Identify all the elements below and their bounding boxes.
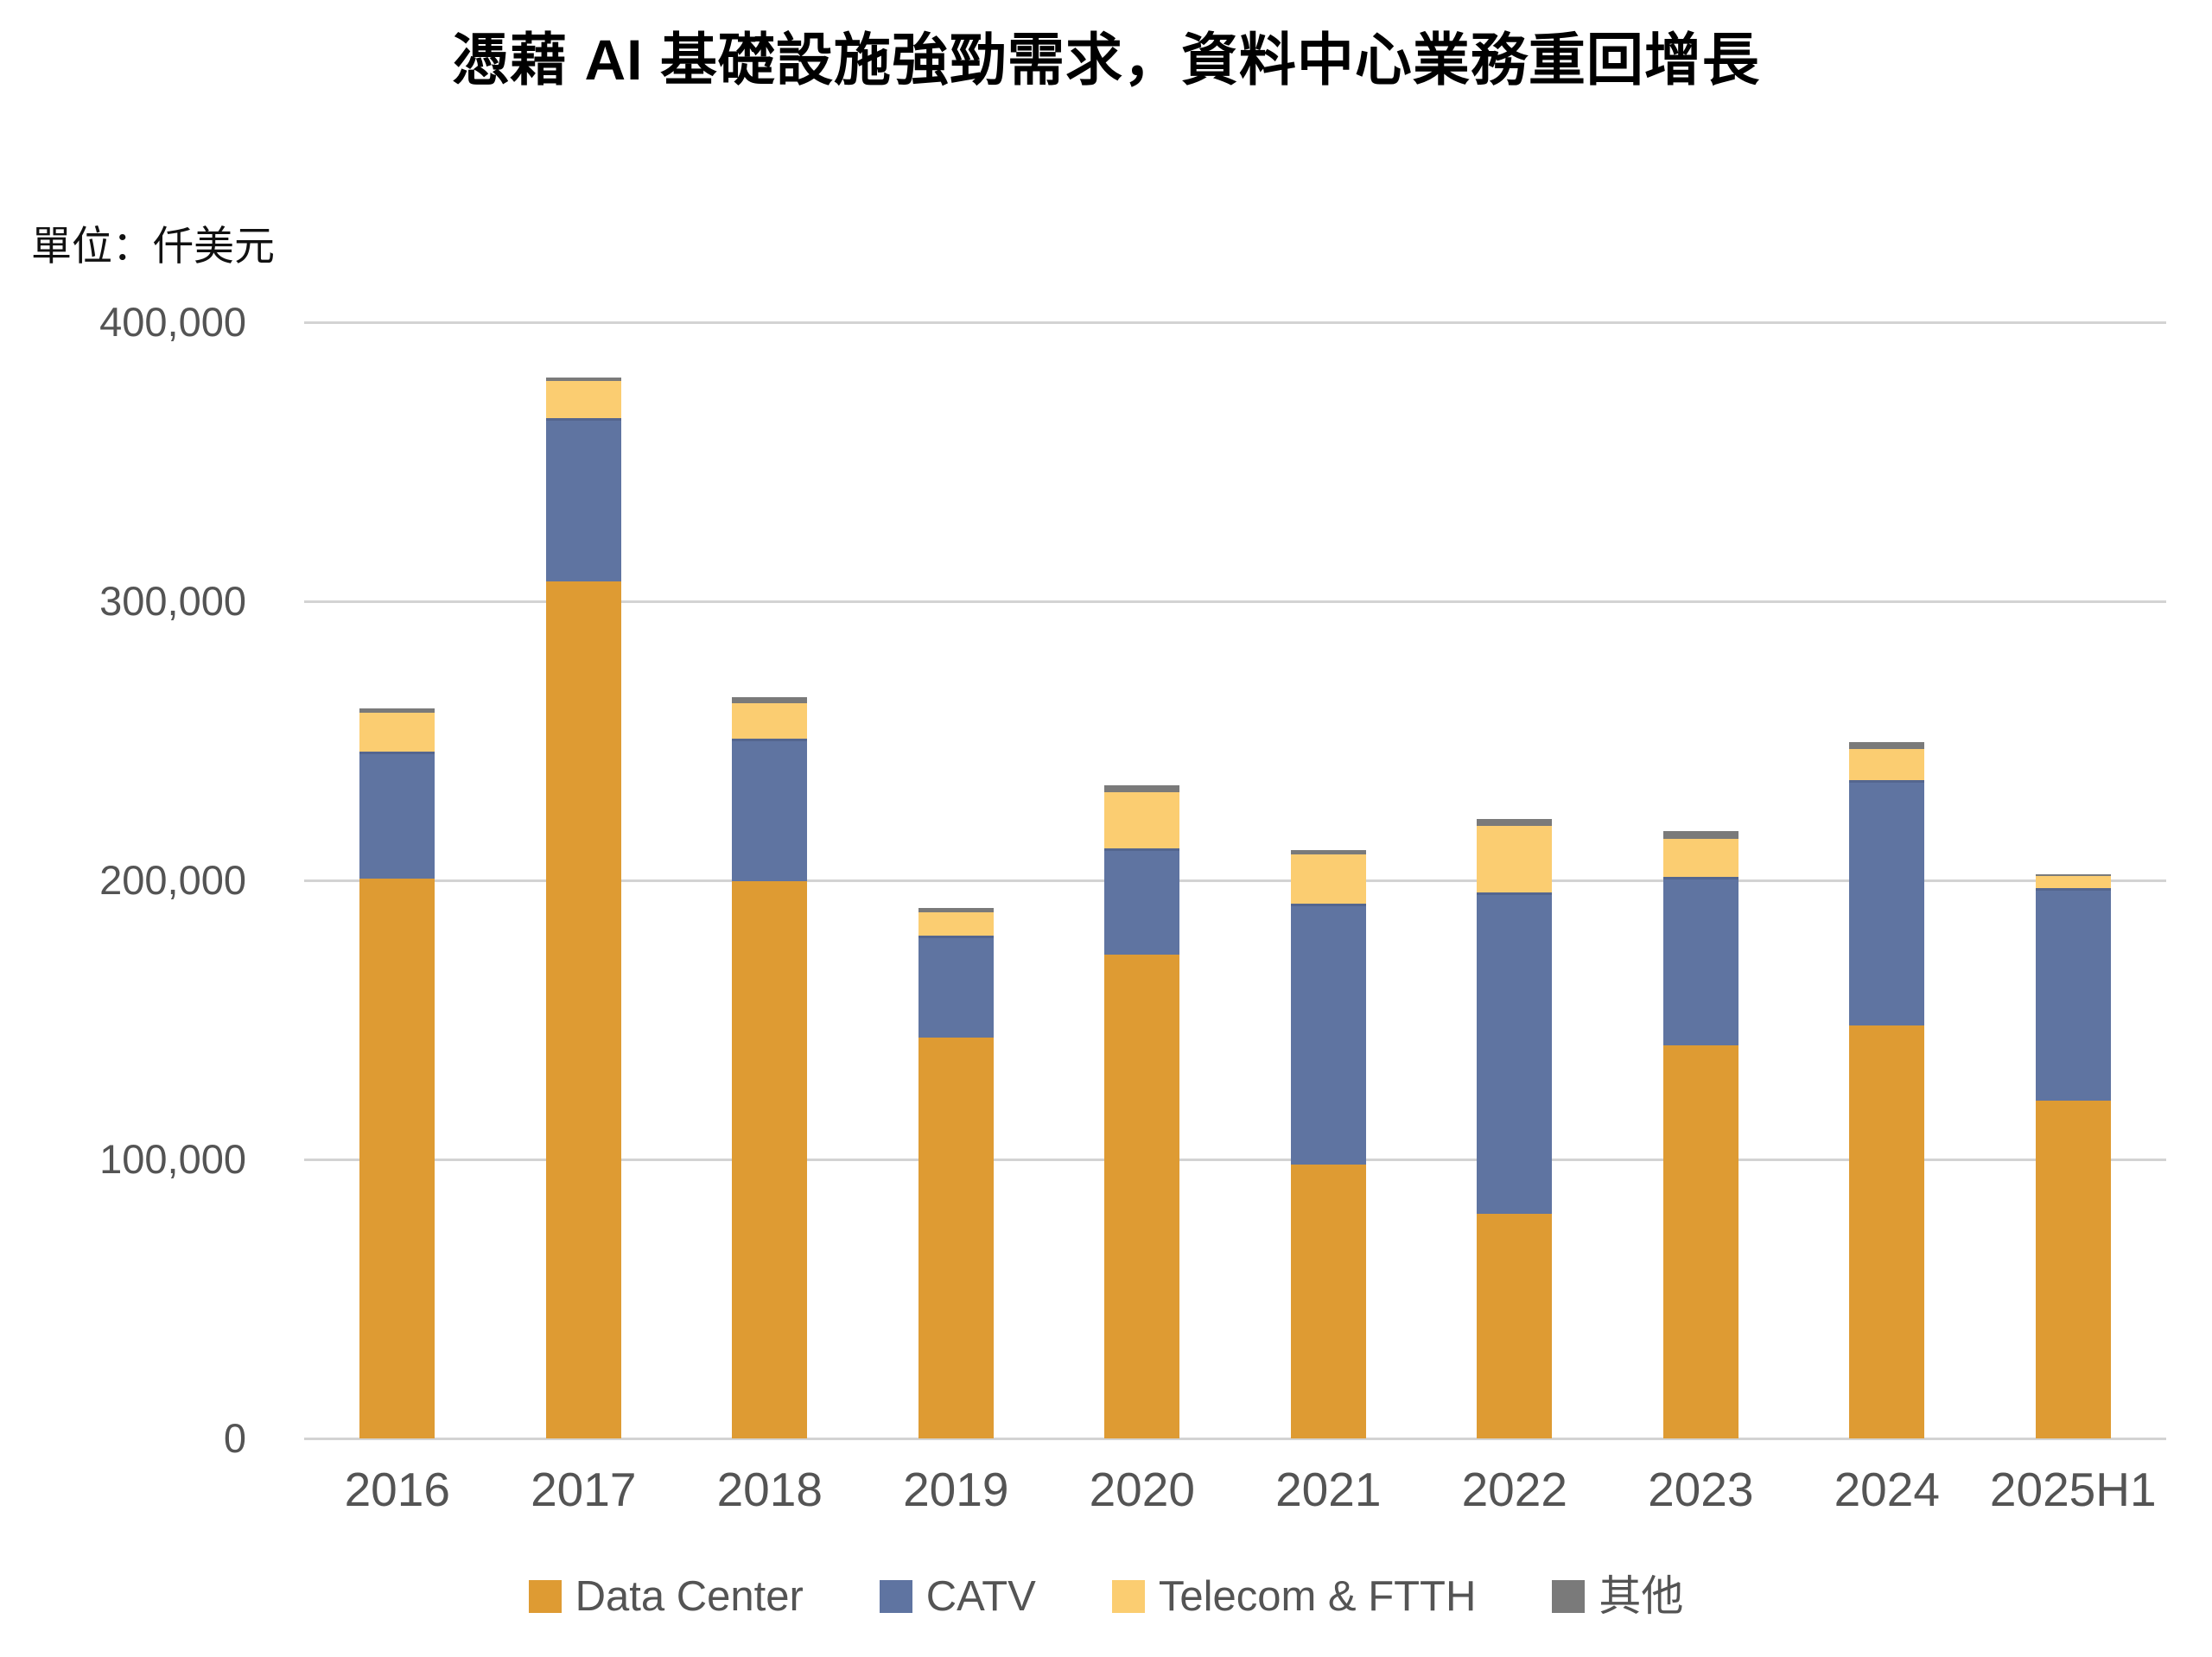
chart-title: 憑藉 AI 基礎設施強勁需求，資料中心業務重回增長	[452, 28, 1760, 92]
legend-item-telecom-ftth: Telecom & FTTH	[1111, 1572, 1477, 1620]
bar-segment-telecom-ftth-2023	[1662, 838, 1738, 878]
bar-segment-catv-2020	[1104, 848, 1180, 955]
bar-segment-catv-2021	[1290, 904, 1366, 1165]
legend-swatch-telecom-ftth	[1111, 1580, 1145, 1613]
legend-item-其他: 其他	[1552, 1572, 1684, 1620]
bar-segment-其他-2019	[918, 907, 994, 912]
bar-segment-data-center-2016	[359, 879, 435, 1438]
y-axis-tick-label: 300,000	[99, 578, 246, 624]
bar-segment-catv-2022	[1477, 892, 1553, 1214]
x-axis-label-2023: 2023	[1648, 1463, 1754, 1516]
bar-segment-data-center-2024	[1849, 1025, 1925, 1438]
legend-label-catv: CATV	[925, 1572, 1036, 1620]
legend-label-其他: 其他	[1599, 1572, 1684, 1620]
bar-segment-其他-2016	[359, 708, 435, 713]
x-axis-label-2021: 2021	[1275, 1463, 1382, 1516]
bar-segment-catv-2019	[918, 935, 994, 1038]
bar-segment-data-center-2025h1	[2035, 1100, 2111, 1438]
bar-segment-其他-2025h1	[2035, 873, 2111, 877]
bar-segment-data-center-2022	[1477, 1213, 1553, 1438]
legend-label-data-center: Data Center	[575, 1572, 804, 1620]
x-axis-label-2024: 2024	[1834, 1463, 1940, 1516]
bar-segment-telecom-ftth-2020	[1104, 791, 1180, 849]
x-axis-label-2017: 2017	[531, 1463, 637, 1516]
bar-segment-catv-2018	[732, 739, 808, 881]
bar-segment-data-center-2018	[732, 880, 808, 1438]
legend-swatch-其他	[1552, 1580, 1586, 1613]
bar-segment-其他-2017	[545, 377, 621, 381]
x-axis-label-2018: 2018	[716, 1463, 823, 1516]
bar-segment-catv-2023	[1662, 877, 1738, 1045]
bar-segment-telecom-ftth-2022	[1477, 826, 1553, 892]
bar-segment-telecom-ftth-2025h1	[2035, 876, 2111, 888]
legend-swatch-catv	[879, 1580, 912, 1613]
y-axis-tick-label: 200,000	[99, 857, 246, 903]
gridline-200000	[304, 879, 2166, 882]
gridline-100000	[304, 1158, 2166, 1161]
bar-segment-telecom-ftth-2018	[732, 702, 808, 740]
bar-segment-telecom-ftth-2021	[1290, 854, 1366, 905]
x-axis-label-2022: 2022	[1461, 1463, 1567, 1516]
y-axis-tick-label: 100,000	[99, 1136, 246, 1182]
bar-segment-data-center-2021	[1290, 1165, 1366, 1438]
legend-swatch-data-center	[528, 1580, 562, 1613]
bar-segment-catv-2025h1	[2035, 887, 2111, 1101]
bar-segment-其他-2018	[732, 697, 808, 703]
bar-segment-telecom-ftth-2019	[918, 911, 994, 936]
gridline-400000	[304, 321, 2166, 324]
unit-label: 單位：仟美元	[31, 223, 275, 269]
bar-segment-data-center-2020	[1104, 954, 1180, 1438]
bar-segment-其他-2024	[1849, 741, 1925, 749]
bar-segment-catv-2016	[359, 752, 435, 879]
bar-segment-data-center-2017	[545, 581, 621, 1438]
legend-item-data-center: Data Center	[528, 1572, 804, 1620]
bar-segment-catv-2024	[1849, 779, 1925, 1025]
x-axis-label-2020: 2020	[1089, 1463, 1195, 1516]
bar-segment-其他-2023	[1662, 831, 1738, 839]
x-axis-label-2025h1: 2025H1	[1989, 1463, 2157, 1516]
bar-segment-telecom-ftth-2024	[1849, 748, 1925, 780]
legend: Data Center CATV Telecom & FTTH 其他	[0, 1571, 2212, 1622]
legend-label-telecom-ftth: Telecom & FTTH	[1158, 1572, 1477, 1620]
bar-segment-data-center-2023	[1662, 1044, 1738, 1438]
x-axis-label-2016: 2016	[344, 1463, 450, 1516]
y-axis-tick-label: 400,000	[99, 299, 246, 345]
bar-segment-data-center-2019	[918, 1038, 994, 1438]
bar-segment-其他-2021	[1290, 849, 1366, 854]
gridline-0	[304, 1437, 2166, 1440]
bar-segment-telecom-ftth-2017	[545, 380, 621, 419]
bar-segment-telecom-ftth-2016	[359, 712, 435, 752]
gridline-300000	[304, 600, 2166, 603]
y-axis-tick-label: 0	[223, 1415, 246, 1461]
x-axis-label-2019: 2019	[903, 1463, 1009, 1516]
legend-item-catv: CATV	[879, 1572, 1036, 1620]
bar-segment-其他-2020	[1104, 785, 1180, 792]
bar-segment-catv-2017	[545, 418, 621, 582]
bar-segment-其他-2022	[1477, 818, 1553, 827]
